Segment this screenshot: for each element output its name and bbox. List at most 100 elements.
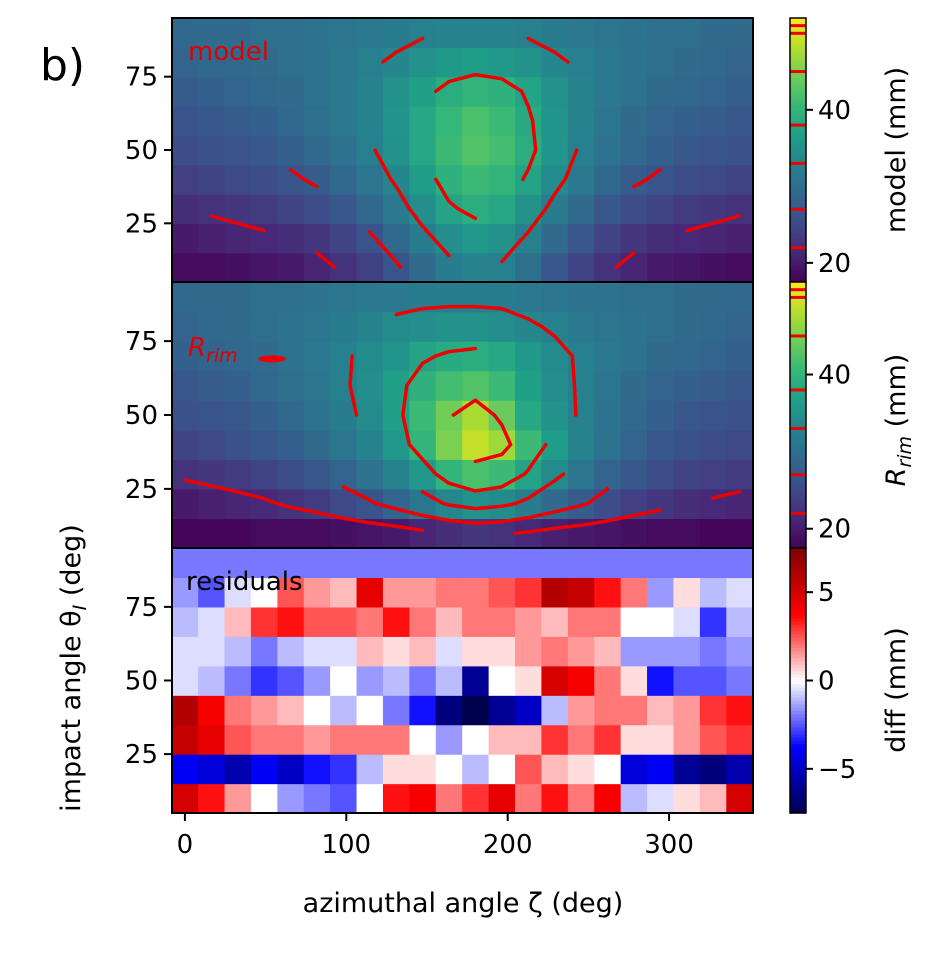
model-colorbar-swatch: [790, 41, 806, 45]
residuals-cell: [541, 695, 569, 726]
rim-cell: [409, 518, 437, 549]
rim-colorbar-swatch: [790, 301, 806, 306]
residuals-colorbar-swatch: [790, 733, 806, 738]
model-cell: [726, 252, 754, 283]
rim-cell: [541, 282, 569, 313]
rim-colorbar-swatch: [790, 411, 806, 416]
residuals-colorbar-swatch: [790, 637, 806, 642]
rim-cell: [462, 429, 490, 460]
model-cell: [488, 106, 516, 136]
model-cell: [198, 76, 226, 107]
rim-colorbar-swatch: [790, 431, 806, 436]
residuals-cell: [515, 695, 543, 726]
rim-cell: [356, 429, 384, 460]
model-cell: [250, 194, 278, 224]
model-cell: [330, 194, 358, 224]
residuals-cell: [647, 695, 675, 726]
rim-colorbar-swatch: [790, 415, 806, 419]
residuals-cell: [699, 548, 727, 579]
residuals-colorbar-swatch: [790, 610, 806, 615]
x-tick-label: 0: [177, 830, 194, 860]
model-cell: [330, 18, 358, 48]
rim-colorbar-swatch: [790, 315, 806, 320]
model-cell: [488, 135, 516, 166]
residuals-cell: [435, 606, 463, 637]
rim-contour-line: [401, 346, 548, 493]
model-cell: [488, 76, 516, 107]
model-cell: [567, 76, 595, 107]
model-cell: [647, 76, 675, 107]
residuals-cell: [409, 695, 437, 726]
model-cell: [620, 194, 648, 224]
residuals-colorbar-swatch: [790, 551, 806, 556]
model-cell: [409, 164, 437, 195]
model-cell: [303, 194, 331, 224]
rim-cell: [699, 459, 727, 490]
model-cell: [198, 47, 226, 78]
rim-cell: [515, 370, 543, 401]
model-cell: [250, 164, 278, 195]
residuals-cell: [620, 548, 648, 579]
residuals-colorbar-swatch: [790, 713, 806, 718]
model-cell: [541, 18, 569, 48]
rim-cell: [620, 429, 648, 460]
rim-colorbar-swatch: [790, 371, 806, 376]
model-cell: [594, 76, 622, 107]
model-contour-line: [209, 214, 742, 270]
model-cell: [250, 47, 278, 78]
rim-cell: [356, 282, 384, 313]
model-cell: [726, 106, 754, 136]
rim-cell: [303, 429, 331, 460]
rim-colorbar-label-sub: rim: [894, 436, 916, 468]
residuals-colorbar-swatch: [790, 577, 806, 582]
residuals-cell: [673, 783, 701, 814]
model-cell: [172, 164, 199, 195]
rim-cell: [594, 341, 622, 372]
model-cell: [250, 18, 278, 48]
rim-colorbar-swatch: [790, 504, 806, 509]
residuals-cell: [330, 754, 358, 785]
model-colorbar-swatch: [790, 249, 806, 253]
model-cell: [277, 76, 305, 107]
model-cell: [567, 47, 595, 78]
residuals-cell: [462, 548, 490, 579]
rim-colorbar-swatch: [790, 444, 806, 449]
model-colorbar-swatch: [790, 117, 806, 121]
residuals-cell: [567, 754, 595, 785]
residuals-cell: [726, 783, 754, 814]
model-cell: [567, 106, 595, 136]
rim-colorbar-swatch: [790, 395, 806, 399]
rim-cell: [409, 400, 437, 431]
model-cell: [462, 252, 490, 283]
model-colorbar-swatch: [790, 166, 806, 171]
model-cell: [172, 135, 199, 166]
model-y-tick-label: 25: [125, 209, 158, 239]
residuals-cell: [567, 636, 595, 667]
residuals-colorbar-swatch: [790, 640, 806, 645]
model-colorbar-swatch: [790, 179, 806, 184]
model-colorbar-swatch: [790, 219, 806, 224]
model-colorbar-swatch: [790, 113, 806, 118]
residuals-colorbar-swatch: [790, 720, 806, 725]
rim-colorbar-swatch: [790, 351, 806, 356]
rim-contour-line: [348, 304, 578, 511]
residuals-panel-label: residuals: [186, 567, 303, 597]
residuals-colorbar-swatch: [790, 796, 806, 801]
rim-cell: [277, 370, 305, 401]
rim-colorbar-swatch: [790, 474, 806, 479]
residuals-cell: [673, 665, 701, 696]
model-colorbar-swatch: [790, 262, 806, 267]
rim-cell: [198, 518, 226, 549]
model-contours: [209, 36, 742, 270]
model-cell: [409, 194, 437, 224]
model-cell: [224, 223, 252, 254]
rim-cell: [172, 282, 199, 313]
model-cell: [620, 252, 648, 283]
model-cell: [726, 47, 754, 78]
model-cell: [699, 164, 727, 195]
model-cell: [594, 18, 622, 48]
model-cell: [488, 164, 516, 195]
residuals-cell: [303, 754, 331, 785]
model-cell: [303, 76, 331, 107]
